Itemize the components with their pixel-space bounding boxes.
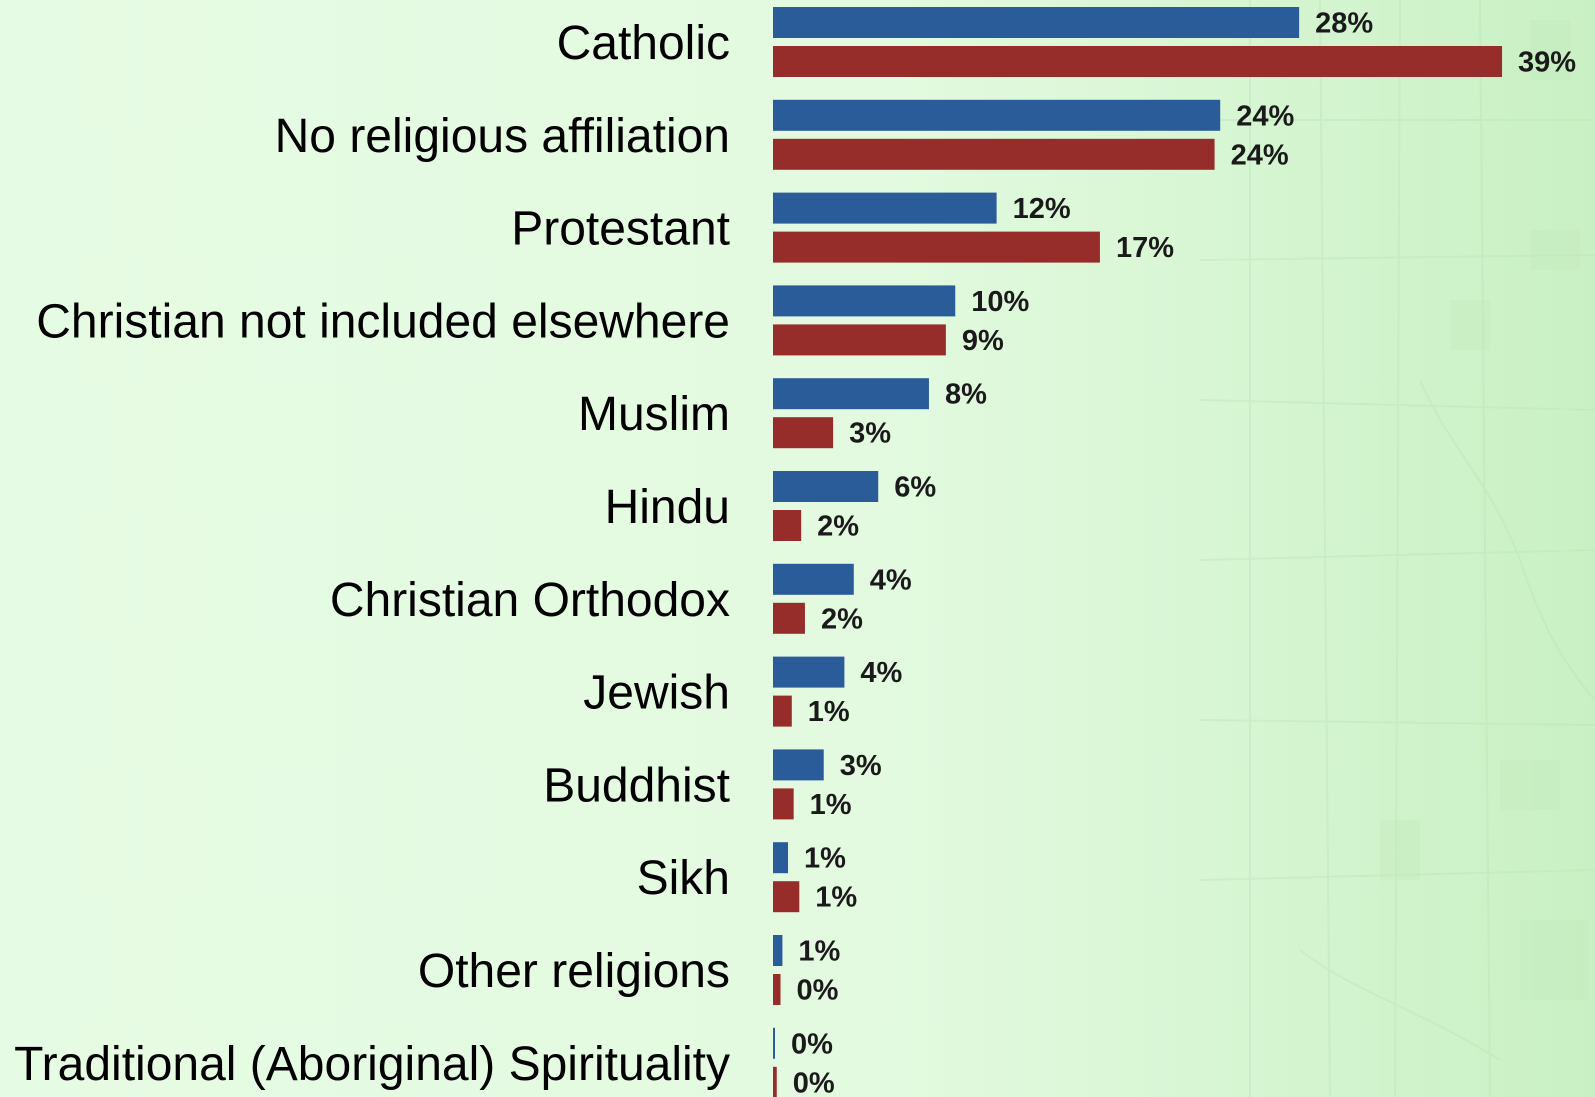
value-label-series-2-protestant: 17% [1116,232,1174,264]
category-label-protestant: Protestant [511,203,730,256]
value-label-series-2-muslim: 3% [849,418,891,450]
value-label-series-2-sikh: 1% [815,882,857,914]
bar-series-1-protestant [773,192,997,224]
category-label-christian-orthodox: Christian Orthodox [330,574,730,627]
category-label-hindu: Hindu [605,481,730,534]
bar-series-2-catholic [773,46,1503,77]
bar-series-2-traditional-aboriginal-spirituality [773,1066,777,1097]
value-label-series-1-christian-not-included-elsewhere: 10% [971,286,1029,318]
value-label-series-2-jewish: 1% [808,696,850,728]
bar-series-1-muslim [773,378,929,410]
category-label-muslim: Muslim [578,388,730,441]
bar-series-1-hindu [773,471,879,502]
bar-series-1-christian-not-included-elsewhere [773,285,956,317]
bar-series-2-christian-orthodox [773,602,805,634]
category-labels: Catholic No religious affiliation Protesta… [14,17,730,1091]
value-label-series-2-catholic: 39% [1518,47,1576,79]
bar-series-2-other-religions [773,974,781,1005]
category-label-catholic: Catholic [557,17,730,70]
category-label-sikh: Sikh [637,852,730,905]
value-label-series-1-muslim: 8% [945,379,987,411]
value-label-series-2-christian-not-included-elsewhere: 9% [962,325,1004,357]
value-label-series-1-christian-orthodox: 4% [870,564,912,596]
value-label-series-2-other-religions: 0% [797,975,839,1007]
bars [773,7,1503,1097]
bar-series-2-no-religious-affiliation [773,138,1215,170]
value-label-series-1-protestant: 12% [1013,193,1071,225]
category-label-no-religious-affiliation: No religious affiliation [275,110,730,163]
value-label-series-1-catholic: 28% [1315,8,1373,40]
category-label-christian-not-included-elsewhere: Christian not included elsewhere [36,295,730,348]
bar-series-2-jewish [773,695,792,727]
value-label-series-1-hindu: 6% [894,472,936,504]
value-label-series-1-other-religions: 1% [798,936,840,968]
bar-series-1-christian-orthodox [773,563,854,595]
value-label-series-1-jewish: 4% [860,657,902,689]
bar-series-2-buddhist [773,788,794,820]
bar-series-2-protestant [773,231,1100,263]
bar-series-1-other-religions [773,935,783,966]
bar-series-2-sikh [773,881,800,913]
value-label-series-1-sikh: 1% [804,843,846,875]
bar-series-2-christian-not-included-elsewhere [773,324,946,356]
value-labels: 28%39%24%24%12%17%10%9%8%3%6%2%4%2%4%1%3… [791,8,1576,1097]
bar-series-1-no-religious-affiliation [773,99,1221,131]
value-label-series-2-buddhist: 1% [810,789,852,821]
category-label-traditional-aboriginal-spirituality: Traditional (Aboriginal) Spirituality [14,1038,730,1091]
value-label-series-2-no-religious-affiliation: 24% [1231,139,1289,171]
value-label-series-2-traditional-aboriginal-spirituality: 0% [793,1067,835,1097]
value-label-series-2-christian-orthodox: 2% [821,603,863,635]
category-label-jewish: Jewish [583,667,730,720]
bar-series-1-jewish [773,656,845,688]
bar-series-1-catholic [773,7,1300,38]
bar-series-1-traditional-aboriginal-spirituality [773,1027,775,1059]
value-label-series-1-buddhist: 3% [840,750,882,782]
bar-series-1-buddhist [773,749,824,781]
category-label-other-religions: Other religions [418,945,730,998]
value-label-series-2-hindu: 2% [817,511,859,543]
bar-series-2-muslim [773,417,834,449]
bar-series-1-sikh [773,842,789,874]
value-label-series-1-traditional-aboriginal-spirituality: 0% [791,1028,833,1060]
category-label-buddhist: Buddhist [543,759,730,812]
value-label-series-1-no-religious-affiliation: 24% [1236,100,1294,132]
bar-series-2-hindu [773,510,802,541]
